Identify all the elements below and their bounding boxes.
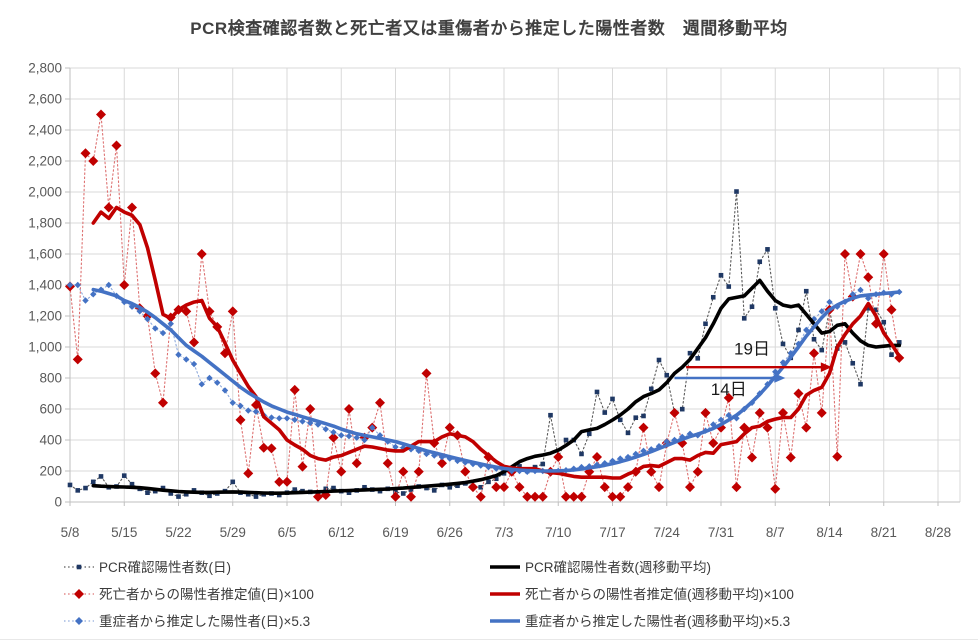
legend-label: 死亡者からの陽性者推定値(日)×100 — [99, 587, 314, 602]
svg-text:8/21: 8/21 — [871, 525, 897, 540]
svg-text:1,600: 1,600 — [28, 247, 62, 262]
legend-swatch-death-weekly — [489, 587, 521, 599]
svg-text:6/5: 6/5 — [278, 525, 297, 540]
svg-text:2,200: 2,200 — [28, 154, 62, 169]
annotation-label: 14日 — [711, 380, 747, 399]
annotation-14日: 14日 — [674, 373, 786, 399]
svg-text:2,800: 2,800 — [28, 61, 62, 76]
svg-text:8/14: 8/14 — [816, 525, 843, 540]
svg-text:8/7: 8/7 — [766, 525, 785, 540]
chart-title: PCR検査確認者数と死亡者又は重傷者から推定した陽性者数 週間移動平均 — [190, 19, 788, 38]
svg-text:8/28: 8/28 — [925, 525, 951, 540]
svg-text:7/17: 7/17 — [599, 525, 625, 540]
legend-label: PCR確認陽性者数(日) — [99, 560, 231, 575]
svg-text:800: 800 — [39, 371, 62, 386]
gridlines — [65, 67, 961, 506]
svg-text:2,000: 2,000 — [28, 185, 62, 200]
series-serious-weekly — [91, 287, 902, 473]
svg-text:7/10: 7/10 — [545, 525, 571, 540]
svg-text:1,800: 1,800 — [28, 216, 62, 231]
svg-text:2,400: 2,400 — [28, 123, 62, 138]
svg-text:1,400: 1,400 — [28, 278, 62, 293]
legend-swatch-serious-daily — [63, 614, 95, 626]
svg-text:200: 200 — [39, 464, 62, 479]
legend-item-death-daily: 死亡者からの陽性者推定値(日)×100 — [63, 584, 314, 602]
svg-text:6/12: 6/12 — [328, 525, 354, 540]
svg-text:7/24: 7/24 — [654, 525, 681, 540]
legend-label: 重症者から推定した陽性者(日)×5.3 — [99, 614, 311, 629]
svg-text:400: 400 — [39, 433, 62, 448]
svg-text:6/19: 6/19 — [382, 525, 408, 540]
series-pcr-weekly — [91, 278, 902, 495]
legend-label: PCR確認陽性者数(週移動平均) — [525, 560, 711, 575]
legend-item-pcr-weekly: PCR確認陽性者数(週移動平均) — [489, 557, 711, 575]
annotation-label: 19日 — [734, 340, 770, 359]
legend-item-serious-daily: 重症者から推定した陽性者(日)×5.3 — [63, 611, 310, 629]
svg-text:7/31: 7/31 — [708, 525, 734, 540]
svg-text:1,200: 1,200 — [28, 309, 62, 324]
legend-item-death-weekly: 死亡者からの陽性者推定値(週移動平均)×100 — [489, 584, 794, 602]
y-axis-labels: 0 200 400 600 800 1,000 1,200 1,400 1,600 1,800 2,… — [28, 61, 62, 510]
svg-text:2,600: 2,600 — [28, 92, 62, 107]
svg-text:600: 600 — [39, 402, 62, 417]
svg-text:7/3: 7/3 — [495, 525, 514, 540]
svg-text:5/15: 5/15 — [111, 525, 137, 540]
svg-text:5/8: 5/8 — [61, 525, 80, 540]
svg-text:0: 0 — [54, 495, 62, 510]
series-death-weekly — [91, 205, 902, 480]
legend-item-pcr-daily: PCR確認陽性者数(日) — [63, 557, 231, 575]
legend-swatch-death-daily — [63, 587, 95, 599]
legend-label: 死亡者からの陽性者推定値(週移動平均)×100 — [525, 587, 794, 602]
annotation-19日: 19日 — [686, 340, 832, 372]
legend-swatch-pcr-weekly — [489, 560, 521, 572]
svg-text:6/26: 6/26 — [437, 525, 463, 540]
legend-label: 重症者から推定した陽性者(週移動平均)×5.3 — [525, 614, 791, 629]
legend-swatch-serious-weekly — [489, 614, 521, 626]
legend-swatch-pcr-daily — [63, 560, 95, 572]
svg-text:5/22: 5/22 — [165, 525, 191, 540]
svg-text:1,000: 1,000 — [28, 340, 62, 355]
svg-text:5/29: 5/29 — [220, 525, 246, 540]
series-death-daily — [65, 109, 905, 502]
x-axis-labels: 5/8 5/15 5/22 5/29 6/5 6/12 6/19 6/26 7/3 7/10 7/1… — [61, 525, 952, 540]
legend-item-serious-weekly: 重症者から推定した陽性者(週移動平均)×5.3 — [489, 611, 790, 629]
